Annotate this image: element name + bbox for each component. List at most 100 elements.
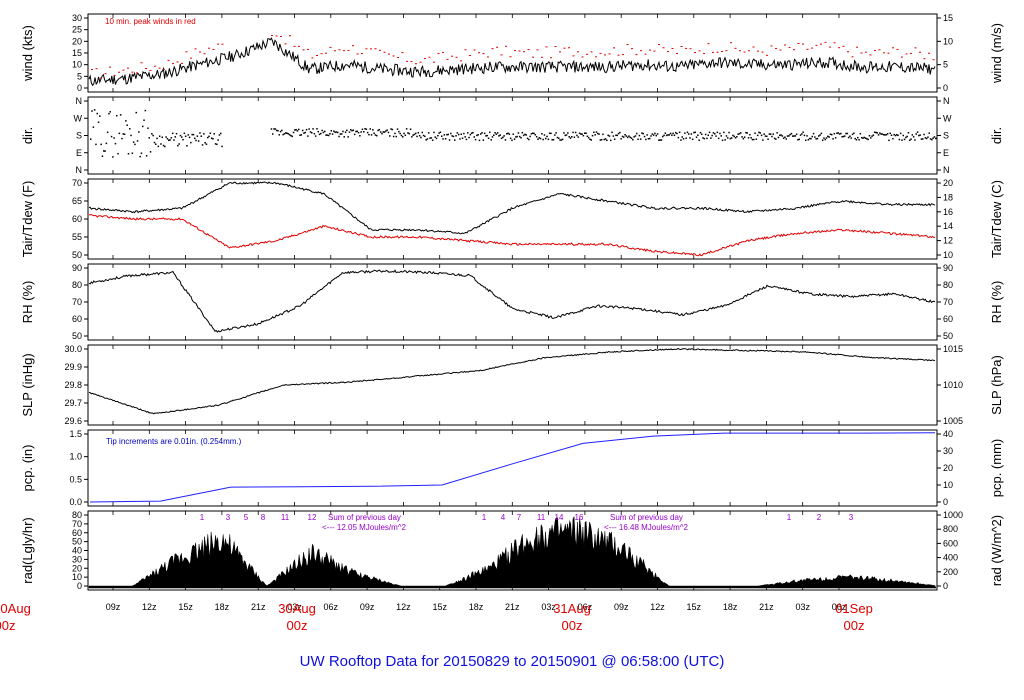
dir-point <box>312 128 314 130</box>
peak-wind-mark <box>667 51 669 53</box>
peak-wind-mark <box>217 43 219 45</box>
dir-point <box>333 130 335 133</box>
dir-point <box>639 138 642 140</box>
dir-point <box>359 135 361 137</box>
dir-point <box>218 134 221 136</box>
dir-point <box>275 129 278 132</box>
peak-wind-mark <box>725 50 728 52</box>
peak-wind-mark <box>383 51 386 53</box>
peak-wind-mark <box>568 47 570 49</box>
dir-point <box>698 139 700 142</box>
peak-wind-mark <box>154 65 156 67</box>
dir-point <box>586 135 589 138</box>
dir-point <box>780 134 782 136</box>
peak-wind-mark <box>923 58 926 60</box>
dir-point <box>285 132 287 134</box>
x-tick-label: 09z <box>360 602 375 612</box>
dir-point <box>836 132 838 135</box>
dir-point <box>486 134 488 137</box>
dir-point <box>174 136 176 138</box>
dir-point <box>542 138 544 141</box>
dir-point <box>738 132 741 135</box>
dir-point <box>784 136 786 138</box>
pcp-ytick-label-right: 20 <box>943 463 953 473</box>
dir-point <box>632 138 634 141</box>
dir-point <box>322 131 325 134</box>
rad-ylabel-right: rad (W/m^2) <box>989 515 1004 586</box>
peak-wind-mark <box>586 53 588 55</box>
dir-point <box>408 132 410 135</box>
peak-wind-mark <box>298 45 300 47</box>
peak-wind-mark <box>653 50 656 52</box>
wind-ytick-label-right: 0 <box>943 83 948 93</box>
dir-point <box>857 136 859 139</box>
peak-wind-mark <box>460 60 462 62</box>
rad-ytick-label-left: 80 <box>72 510 82 520</box>
dir-point <box>273 128 275 130</box>
dir-point <box>456 132 459 134</box>
peak-wind-mark <box>770 45 773 47</box>
dir-point <box>454 139 456 141</box>
dir-point <box>776 132 778 134</box>
peak-wind-mark <box>748 50 750 52</box>
dir-point <box>697 134 699 136</box>
dir-point <box>759 132 761 134</box>
dir-point <box>325 134 327 136</box>
peak-wind-mark <box>685 47 687 49</box>
dir-point <box>378 128 381 131</box>
dir-point <box>704 133 707 136</box>
peak-wind-mark <box>761 51 764 53</box>
rad-ytick-label-left: 60 <box>72 528 82 538</box>
dir-point <box>559 139 561 141</box>
peak-wind-mark <box>410 61 413 63</box>
peak-wind-mark <box>856 46 858 48</box>
dir-point <box>114 142 117 145</box>
dir-point <box>175 132 178 135</box>
dir-point <box>363 131 365 133</box>
dir-point <box>113 137 115 139</box>
dir-point <box>880 133 882 135</box>
dir-point <box>178 143 180 145</box>
rad-hour-mark: 7 <box>517 513 522 522</box>
dir-point <box>331 133 334 135</box>
dir-point <box>161 136 163 139</box>
dir-point <box>686 131 689 134</box>
dir-series <box>90 109 937 158</box>
dir-point <box>642 132 644 135</box>
peak-wind-mark <box>842 45 845 47</box>
dir-point <box>91 110 93 112</box>
rad-note-4: <--- 16.48 MJoules/m^2 <box>604 523 689 532</box>
dir-point <box>602 133 604 136</box>
peak-wind-mark <box>356 53 359 55</box>
rad-hour-mark: 12 <box>308 513 317 522</box>
dir-point <box>339 133 342 135</box>
dir-point <box>736 135 738 138</box>
dir-point <box>200 135 202 137</box>
dir-point <box>782 137 785 139</box>
dir-point <box>368 133 370 136</box>
dir-point <box>334 131 336 134</box>
dir-point <box>347 136 349 138</box>
peak-wind-mark <box>181 62 183 64</box>
peak-wind-mark <box>644 53 647 55</box>
dir-point <box>460 133 462 135</box>
dir-point <box>162 144 165 147</box>
dir-point <box>191 133 193 136</box>
dir-point <box>760 134 763 137</box>
wind-ytick-label-left: 15 <box>72 48 82 58</box>
dir-point <box>151 133 153 135</box>
dir-point <box>355 130 357 133</box>
dir-point <box>96 112 98 115</box>
dir-point <box>119 114 122 116</box>
dir-point <box>437 134 439 137</box>
dir-point <box>283 133 286 135</box>
dir-point <box>93 109 96 111</box>
dir-point <box>892 137 894 140</box>
peak-wind-mark <box>388 53 390 55</box>
peak-wind-mark <box>361 52 363 54</box>
peak-wind-mark <box>509 56 512 58</box>
peak-wind-mark <box>104 73 107 75</box>
dir-point <box>702 137 704 139</box>
dir-point <box>909 139 911 141</box>
dir-point <box>628 135 630 137</box>
